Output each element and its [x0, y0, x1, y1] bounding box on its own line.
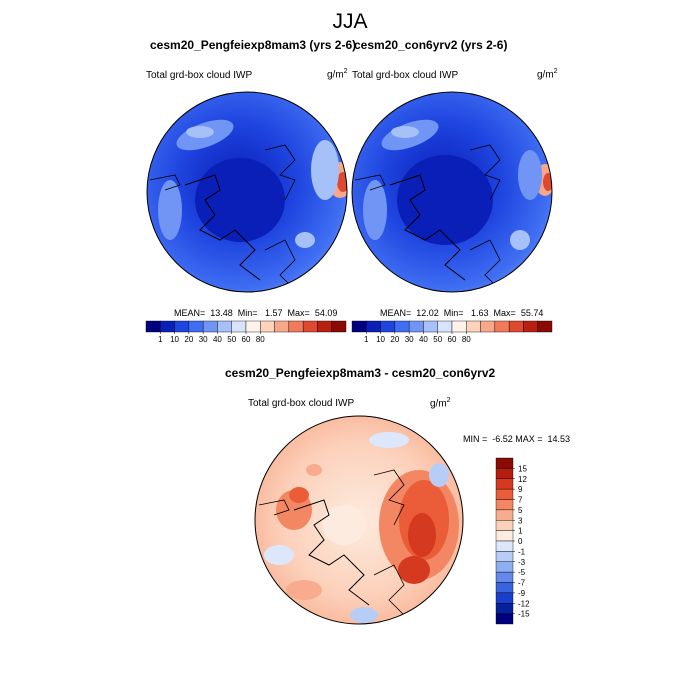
colorbar-swatch: [451, 320, 467, 333]
colorbar-swatch: [495, 561, 514, 573]
figure-title: JJA: [332, 10, 368, 33]
colorbar-swatch: [495, 592, 514, 604]
panel-1-stats: MEAN= 13.48 Min= 1.57 Max= 54.09: [174, 308, 338, 318]
diff-colorbar: 15 129 753 10-1 -3-5 -7-9-12 -15: [495, 457, 530, 625]
colorbar-swatch: [495, 520, 514, 531]
colorbar-swatch: [394, 320, 410, 333]
colorbar-swatch: [231, 320, 247, 333]
panel-2-polar-map: [351, 91, 553, 293]
panel-1-field-label: Total grd-box cloud IWP: [146, 70, 253, 81]
colorbar-tick-label: -15: [518, 610, 530, 619]
colorbar-swatch: [495, 603, 514, 614]
colorbar-swatch: [408, 320, 424, 333]
diff-panel-field-label: Total grd-box cloud IWP: [248, 398, 355, 409]
colorbar-swatch: [366, 320, 381, 333]
colorbar-swatch: [217, 320, 232, 333]
panel-2-colorbar: 1 10 20 30 40 50 60 80: [351, 320, 553, 344]
colorbar-tick-label: 50: [433, 335, 442, 344]
colorbar-tick-label: -7: [518, 579, 526, 588]
colorbar-tick-label: 1: [518, 527, 523, 536]
colorbar-tick-label: -5: [518, 568, 526, 577]
colorbar-swatch: [331, 320, 347, 333]
colorbar-tick-label: 30: [405, 335, 414, 344]
diff-panel-title: cesm20_Pengfeiexp8mam3 - cesm20_con6yrv2: [225, 366, 496, 380]
colorbar-swatch: [260, 320, 275, 333]
colorbar-tick-label: 40: [419, 335, 428, 344]
colorbar-swatch: [495, 582, 514, 594]
colorbar-swatch: [495, 488, 514, 500]
colorbar-swatch: [160, 320, 175, 333]
colorbar-tick-label: -12: [518, 599, 530, 608]
colorbar-tick-label: 50: [227, 335, 236, 344]
colorbar-tick-label: -1: [518, 547, 526, 556]
colorbar-tick-label: 60: [448, 335, 457, 344]
colorbar-swatch: [495, 499, 514, 511]
colorbar-swatch: [537, 320, 553, 333]
colorbar-swatch: [495, 571, 514, 583]
colorbar-tick-label: 9: [518, 485, 523, 494]
colorbar-swatch: [495, 478, 514, 490]
colorbar-swatch: [523, 320, 538, 333]
colorbar-swatch: [495, 530, 514, 542]
colorbar-swatch: [202, 320, 218, 333]
panel-2-title: cesm20_con6yrv2 (yrs 2-6): [354, 38, 508, 52]
colorbar-swatch: [495, 613, 514, 625]
colorbar-tick-label: 1: [364, 335, 369, 344]
diff-polar-map: [254, 415, 464, 625]
colorbar-tick-label: 10: [170, 335, 179, 344]
colorbar-tick-label: 5: [518, 506, 523, 515]
colorbar-tick-label: 20: [184, 335, 193, 344]
colorbar-tick-label: 80: [256, 335, 265, 344]
colorbar-tick-label: 40: [213, 335, 222, 344]
colorbar-swatch: [495, 457, 514, 469]
colorbar-tick-label: 30: [199, 335, 208, 344]
colorbar-tick-label: 1: [158, 335, 163, 344]
colorbar-swatch: [437, 320, 453, 333]
panel-1-title: cesm20_Pengfeiexp8mam3 (yrs 2-6): [150, 38, 357, 52]
colorbar-tick-label: 7: [518, 496, 523, 505]
colorbar-swatch: [274, 320, 290, 333]
colorbar-swatch: [174, 320, 190, 333]
colorbar-swatch: [494, 320, 510, 333]
panel-2-field-label: Total grd-box cloud IWP: [352, 70, 459, 81]
colorbar-swatch: [466, 320, 481, 333]
colorbar-swatch: [351, 320, 367, 333]
colorbar-tick-label: 20: [390, 335, 399, 344]
panel-2-stats: MEAN= 12.02 Min= 1.63 Max= 55.74: [380, 308, 544, 318]
colorbar-tick-label: 3: [518, 516, 523, 525]
panel-1-polar-map: [146, 91, 348, 293]
diff-panel-stats: MIN = -6.52 MAX = 14.53: [463, 434, 571, 444]
colorbar-swatch: [495, 551, 514, 562]
colorbar-swatch: [508, 320, 524, 333]
colorbar-swatch: [188, 320, 204, 333]
colorbar-tick-label: 12: [518, 475, 527, 484]
colorbar-swatch: [380, 320, 396, 333]
panel-1-colorbar: 1 10 20 30 40 50 60 80: [145, 320, 347, 344]
colorbar-tick-label: 60: [242, 335, 251, 344]
colorbar-tick-label: 80: [462, 335, 471, 344]
colorbar-tick-label: 0: [518, 537, 523, 546]
diff-panel-units: g/m2: [430, 397, 451, 410]
panel-2-units: g/m2: [537, 68, 558, 81]
panel-1-units: g/m2: [327, 68, 348, 81]
colorbar-tick-label: 15: [518, 464, 527, 473]
colorbar-swatch: [495, 509, 514, 521]
colorbar-swatch: [495, 540, 514, 552]
colorbar-tick-label: 10: [376, 335, 385, 344]
colorbar-tick-label: -9: [518, 589, 526, 598]
colorbar-tick-label: -3: [518, 558, 526, 567]
colorbar-swatch: [495, 468, 514, 479]
colorbar-swatch: [302, 320, 318, 333]
colorbar-swatch: [145, 320, 161, 333]
colorbar-swatch: [288, 320, 304, 333]
colorbar-swatch: [245, 320, 261, 333]
colorbar-swatch: [423, 320, 438, 333]
colorbar-swatch: [317, 320, 332, 333]
colorbar-swatch: [480, 320, 496, 333]
